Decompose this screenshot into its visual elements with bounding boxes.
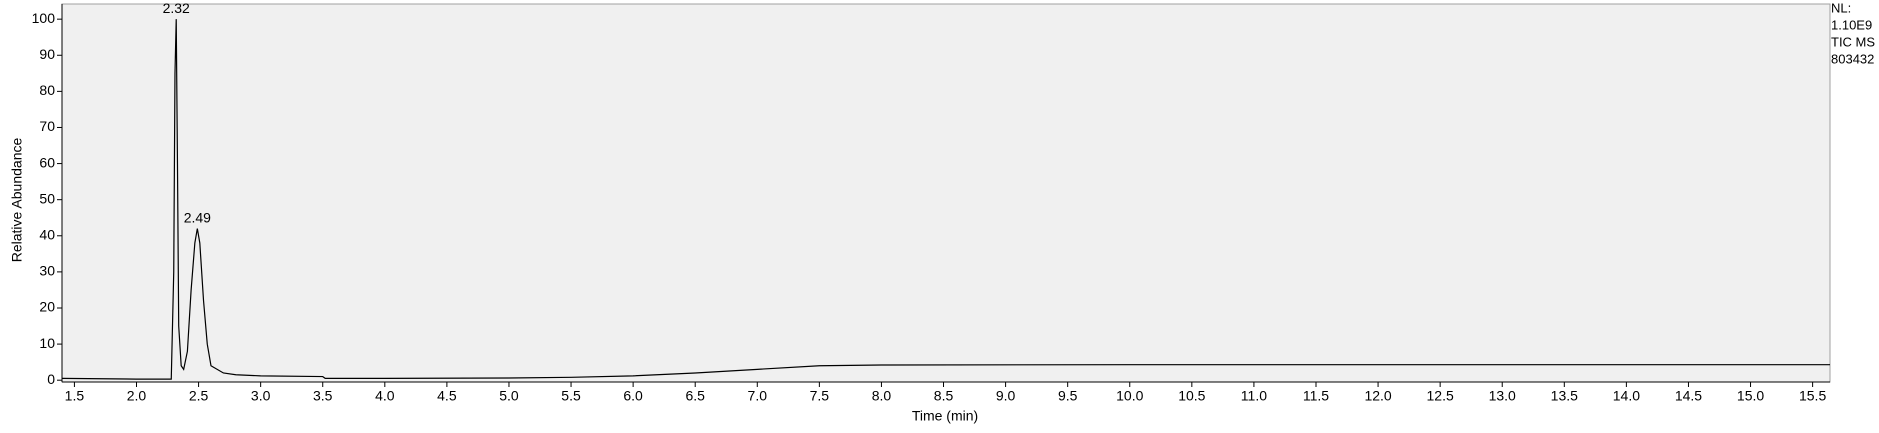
y-tick-label: 70 — [39, 118, 55, 134]
y-tick-label: 90 — [39, 46, 55, 62]
x-tick-label: 2.5 — [189, 388, 209, 404]
side-info: 1.10E9 — [1831, 17, 1872, 32]
peak-label: 2.32 — [163, 0, 190, 16]
x-tick-label: 4.5 — [437, 388, 457, 404]
y-tick-label: 30 — [39, 263, 55, 279]
x-tick-label: 2.0 — [127, 388, 147, 404]
peak-label: 2.49 — [184, 209, 211, 225]
x-tick-label: 6.0 — [623, 388, 643, 404]
x-tick-label: 11.5 — [1303, 388, 1329, 404]
x-tick-label: 12.0 — [1364, 388, 1391, 404]
x-tick-label: 9.5 — [1058, 388, 1078, 404]
x-tick-label: 7.5 — [810, 388, 830, 404]
y-axis-label: Relative Abundance — [9, 138, 25, 263]
x-tick-label: 3.0 — [251, 388, 271, 404]
x-tick-label: 11.0 — [1241, 388, 1267, 404]
x-tick-label: 14.5 — [1675, 388, 1702, 404]
side-info: 803432 — [1831, 51, 1874, 66]
x-tick-label: 13.0 — [1489, 388, 1516, 404]
y-tick-label: 0 — [47, 371, 55, 387]
trace — [61, 19, 1830, 380]
side-info: TIC MS — [1831, 34, 1875, 49]
x-tick-label: 9.0 — [996, 388, 1016, 404]
y-tick-label: 100 — [32, 10, 56, 26]
x-tick-label: 15.5 — [1799, 388, 1826, 404]
y-tick-label: 20 — [39, 299, 55, 315]
y-tick-label: 50 — [39, 190, 55, 206]
y-tick-label: 80 — [39, 82, 55, 98]
side-info: NL: — [1831, 0, 1851, 15]
y-tick-label: 40 — [39, 226, 55, 242]
x-tick-label: 1.5 — [65, 388, 85, 404]
x-tick-label: 5.5 — [561, 388, 581, 404]
x-tick-label: 10.5 — [1178, 388, 1205, 404]
x-tick-label: 13.5 — [1551, 388, 1578, 404]
x-tick-label: 8.5 — [934, 388, 954, 404]
x-tick-label: 14.0 — [1613, 388, 1640, 404]
x-tick-label: 7.0 — [748, 388, 768, 404]
x-tick-label: 10.0 — [1116, 388, 1143, 404]
plot-area — [61, 3, 1831, 383]
x-tick-label: 5.0 — [499, 388, 519, 404]
x-tick-label: 3.5 — [313, 388, 333, 404]
x-axis-label: Time (min) — [912, 408, 978, 424]
x-tick-label: 15.0 — [1737, 388, 1764, 404]
y-tick-label: 10 — [39, 335, 55, 351]
x-tick-label: 12.5 — [1427, 388, 1454, 404]
x-tick-label: 6.5 — [685, 388, 705, 404]
y-tick-label: 60 — [39, 154, 55, 170]
x-tick-label: 8.0 — [872, 388, 892, 404]
x-tick-label: 4.0 — [375, 388, 395, 404]
